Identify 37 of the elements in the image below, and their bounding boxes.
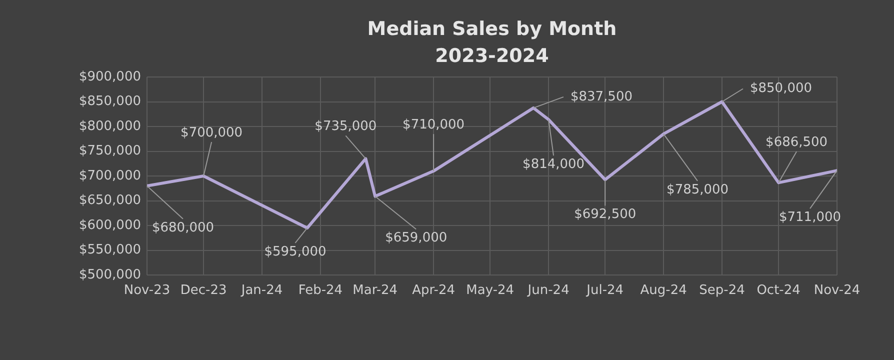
x-tick-label: Dec-23 <box>180 283 227 298</box>
data-label: $686,500 <box>766 135 828 150</box>
y-tick-label: $850,000 <box>78 94 141 110</box>
y-tick-label: $650,000 <box>78 193 141 208</box>
data-label: $850,000 <box>750 81 812 96</box>
x-tick-label: Apr-24 <box>412 283 456 298</box>
data-label: $680,000 <box>152 220 214 236</box>
x-tick-label: Mar-24 <box>352 283 398 298</box>
x-tick-label: Sep-24 <box>699 283 745 298</box>
data-label: $710,000 <box>402 117 465 132</box>
x-tick-label: Nov-23 <box>124 283 170 298</box>
x-tick-label: Jul-24 <box>586 283 624 298</box>
y-tick-label: $900,000 <box>78 69 141 84</box>
x-tick-label: Nov-24 <box>814 283 860 298</box>
y-tick-label: $600,000 <box>78 218 141 233</box>
y-tick-label: $500,000 <box>78 267 141 282</box>
x-tick-label: Jan-24 <box>240 283 283 298</box>
y-tick-label: $750,000 <box>78 144 141 159</box>
data-label: $595,000 <box>264 244 326 260</box>
x-tick-label: Aug-24 <box>640 283 687 298</box>
y-tick-label: $700,000 <box>78 168 141 184</box>
chart-title: Median Sales by Month <box>367 18 617 40</box>
data-label: $711,000 <box>778 210 842 225</box>
x-tick-label: Feb-24 <box>298 283 343 298</box>
x-tick-label: May-24 <box>466 283 514 298</box>
data-label: $692,500 <box>574 207 636 222</box>
data-label: $735,000 <box>314 119 377 134</box>
y-tick-label: $550,000 <box>78 242 141 258</box>
data-label: $814,000 <box>522 156 585 172</box>
x-tick-label: Oct-24 <box>756 283 800 298</box>
x-tick-label: Jun-24 <box>526 283 570 298</box>
chart-subtitle: 2023-2024 <box>435 44 549 67</box>
data-label: $837,500 <box>570 89 632 104</box>
data-label: $659,000 <box>385 230 448 246</box>
y-tick-label: $800,000 <box>78 118 141 134</box>
data-label: $785,000 <box>666 182 729 198</box>
data-label: $700,000 <box>180 125 243 140</box>
